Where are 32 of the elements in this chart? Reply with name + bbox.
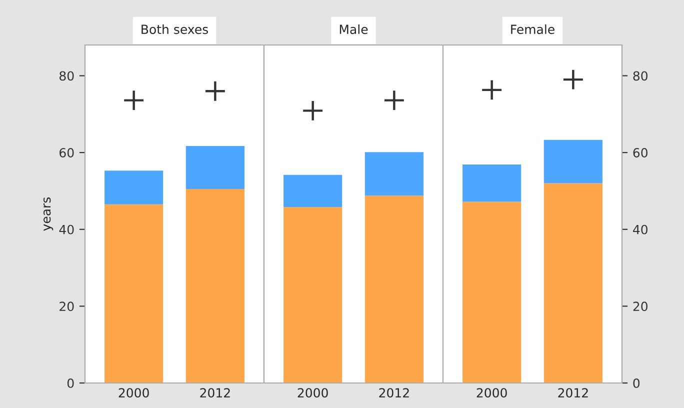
bar bbox=[462, 202, 522, 383]
y-tick-label: 0 bbox=[633, 378, 640, 388]
x-tick-label: 2012 bbox=[200, 388, 230, 398]
y-tick-label: 60 bbox=[60, 148, 74, 158]
chart-title: Both sexes bbox=[142, 24, 208, 34]
x-tick-label: 2000 bbox=[118, 388, 149, 398]
y-tick-label: 60 bbox=[633, 148, 648, 158]
bar bbox=[364, 196, 424, 383]
x-tick-label: 2012 bbox=[558, 388, 588, 398]
bar bbox=[284, 174, 342, 208]
bar bbox=[104, 204, 164, 383]
bar bbox=[104, 170, 164, 204]
bar bbox=[462, 164, 522, 202]
y-tick-label: 80 bbox=[60, 71, 74, 81]
y-tick-label: 0 bbox=[67, 378, 74, 388]
chart-title: Male bbox=[340, 24, 368, 34]
x-tick-label: 2000 bbox=[476, 388, 507, 398]
bar bbox=[186, 146, 244, 190]
x-tick-label: 2000 bbox=[298, 388, 328, 398]
y-tick-label: 40 bbox=[59, 224, 74, 234]
y-tick-label: 20 bbox=[633, 302, 648, 312]
bar bbox=[544, 183, 602, 383]
bar bbox=[186, 189, 244, 383]
x-tick-label: 2012 bbox=[379, 388, 409, 398]
bar bbox=[364, 152, 424, 196]
y-axis-title: years bbox=[44, 197, 54, 231]
y-tick-label: 80 bbox=[633, 71, 648, 81]
bar bbox=[284, 207, 342, 383]
chart-title: Female bbox=[511, 24, 554, 34]
bar bbox=[544, 140, 602, 184]
y-tick-label: 40 bbox=[633, 224, 648, 234]
y-tick-label: 20 bbox=[60, 302, 74, 312]
